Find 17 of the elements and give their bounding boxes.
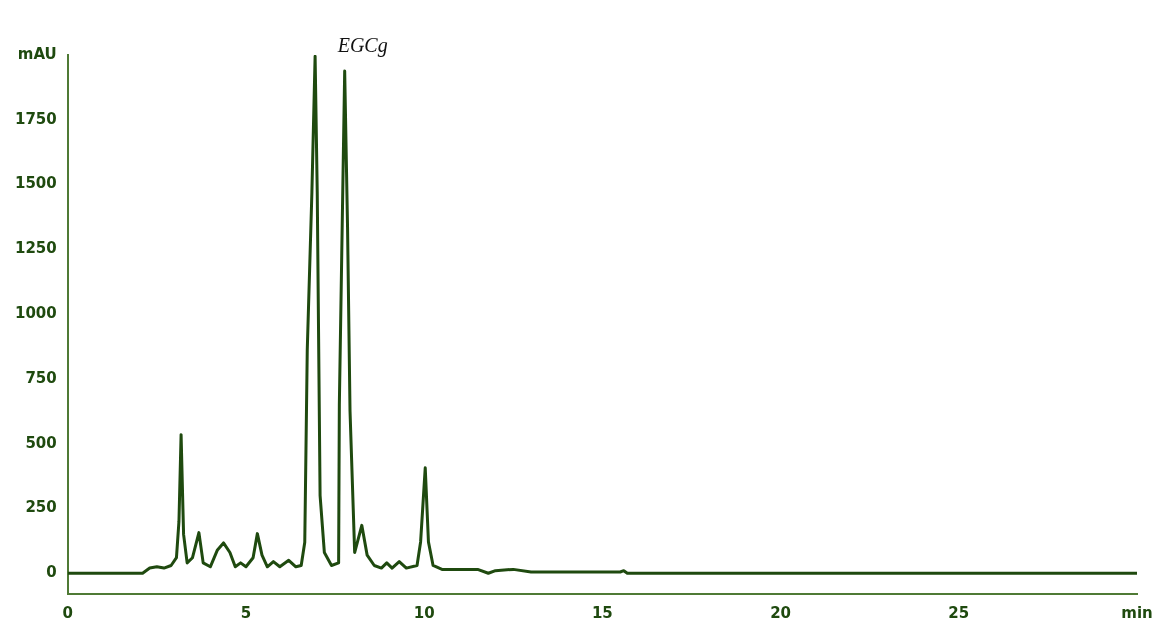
x-tick-label: 0 <box>62 603 73 622</box>
y-tick-label: 750 <box>25 368 57 387</box>
x-tick-label: 5 <box>240 603 252 622</box>
y-tick-label: 1500 <box>15 174 57 193</box>
y-tick-label: 1000 <box>15 304 57 323</box>
y-tick-label: 1250 <box>15 239 57 258</box>
y-tick-label: 250 <box>25 498 57 517</box>
x-tick-label: min <box>1121 603 1153 622</box>
y-tick-label: 0 <box>46 563 57 582</box>
y-tick-label: 500 <box>25 433 57 452</box>
y-tick-label: 1750 <box>15 109 57 128</box>
x-tick-label: 25 <box>948 603 970 622</box>
y-tick-label: mAU <box>17 44 57 63</box>
x-tick-label: 10 <box>413 603 435 622</box>
x-tick-label: 20 <box>770 603 792 622</box>
annotation: EGCg <box>336 34 388 58</box>
x-tick-label: 15 <box>591 603 613 622</box>
